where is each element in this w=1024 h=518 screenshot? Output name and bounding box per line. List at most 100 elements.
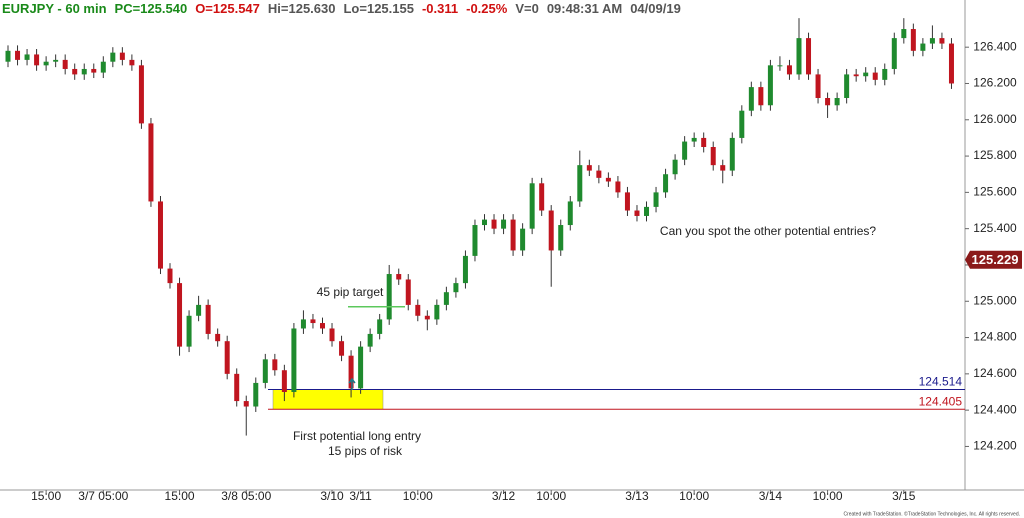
y-tick-label: 124.400 — [973, 402, 1017, 416]
candle-body — [729, 137, 735, 171]
candle-body — [767, 65, 773, 106]
x-tick-label: 10:00 — [403, 489, 433, 503]
candle-body — [148, 123, 154, 202]
candle-body — [215, 333, 221, 342]
y-tick-label: 124.800 — [973, 330, 1017, 344]
x-tick-label: 10:00 — [679, 489, 709, 503]
risk-box — [272, 389, 384, 410]
candle-body — [748, 87, 754, 111]
candle-body — [815, 74, 821, 98]
candle-body — [5, 50, 11, 62]
candle-body — [196, 304, 202, 316]
candle-body — [281, 370, 287, 392]
x-tick-label: 15:00 — [165, 489, 195, 503]
candle-body — [929, 38, 935, 44]
candle-body — [605, 177, 611, 182]
candle-body — [167, 268, 173, 284]
candle-body — [367, 333, 373, 347]
header-item: PC=125.540 — [114, 1, 188, 16]
candle-body — [701, 137, 707, 147]
target-label: 45 pip target — [317, 285, 384, 299]
y-tick-label: 124.600 — [973, 366, 1017, 380]
x-tick-label: 10:00 — [536, 489, 566, 503]
header-item: EURJPY - 60 min — [2, 1, 107, 16]
candle-body — [177, 283, 183, 347]
candle-body — [948, 43, 954, 84]
candle-body — [91, 68, 97, 73]
candle-body — [891, 38, 897, 69]
x-tick-label: 3/7 05:00 — [78, 489, 128, 503]
candle-body — [853, 74, 859, 77]
candle-body — [138, 65, 144, 124]
candle-body — [415, 304, 421, 316]
candle-body — [758, 87, 764, 106]
annotation: First potential long entry — [293, 429, 421, 443]
y-tick-label: 124.200 — [973, 439, 1017, 453]
candle-body — [386, 274, 392, 320]
candle-body — [81, 68, 87, 75]
candle-body — [462, 255, 468, 284]
candle-body — [672, 159, 678, 175]
header-item: 09:48:31 AM — [546, 1, 623, 16]
header-item: Lo=125.155 — [343, 1, 414, 16]
x-tick-label: 3/13 — [625, 489, 649, 503]
footer: Created with TradeStation. ©TradeStation… — [843, 510, 1020, 517]
annotation: Can you spot the other potential entries… — [660, 224, 876, 238]
candle-body — [339, 341, 345, 356]
candle-body — [110, 52, 116, 62]
y-tick-label: 125.400 — [973, 221, 1017, 235]
header: EURJPY - 60 min PC=125.540 O=125.547 Hi=125… — [2, 1, 681, 16]
header-item: O=125.547 — [195, 1, 260, 16]
x-tick-label: 3/15 — [892, 489, 916, 503]
candle-body — [510, 219, 516, 251]
candle-body — [682, 141, 688, 160]
candle-body — [663, 174, 669, 193]
level-label: 124.514 — [919, 375, 963, 389]
candle-body — [434, 304, 440, 320]
header-item: 04/09/19 — [630, 1, 681, 16]
candle-body — [548, 210, 554, 251]
candle-body — [15, 50, 21, 60]
candle-body — [319, 323, 325, 329]
y-tick-label: 125.800 — [973, 148, 1017, 162]
header-item: Hi=125.630 — [267, 1, 336, 16]
candle-body — [472, 225, 478, 256]
candle-body — [596, 170, 602, 178]
candle-body — [358, 346, 364, 389]
entry-arrow — [348, 377, 356, 390]
y-tick-label: 126.000 — [973, 112, 1017, 126]
candle-body — [157, 201, 163, 269]
header-item: -0.25% — [466, 1, 508, 16]
candle-body — [491, 219, 497, 229]
candle-body — [796, 38, 802, 75]
candle-body — [34, 54, 40, 66]
candle-body — [100, 61, 106, 73]
candle-body — [834, 98, 840, 106]
candle-body — [482, 219, 487, 226]
x-tick-label: 3/10 — [320, 489, 344, 503]
candle-body — [224, 341, 230, 374]
candle-body — [939, 38, 945, 44]
candle-body — [720, 165, 726, 171]
candle-body — [615, 181, 621, 193]
candle-body — [586, 165, 592, 171]
y-tick-label: 126.400 — [973, 39, 1017, 53]
candle-body — [577, 165, 583, 202]
candle-body — [396, 274, 402, 280]
candle-body — [844, 74, 850, 98]
candle-body — [901, 29, 907, 39]
x-tick-label: 15:00 — [31, 489, 61, 503]
candle-body — [186, 315, 192, 347]
candle-body — [243, 401, 249, 407]
candle-body — [119, 52, 125, 60]
candle-body — [739, 110, 745, 138]
candle-body — [262, 359, 268, 383]
candle-body — [777, 65, 783, 67]
candle-body — [291, 328, 297, 392]
candle-body — [624, 192, 630, 211]
candle-body — [453, 283, 459, 293]
candle-body — [348, 355, 354, 389]
x-tick-label: 10:00 — [813, 489, 843, 503]
